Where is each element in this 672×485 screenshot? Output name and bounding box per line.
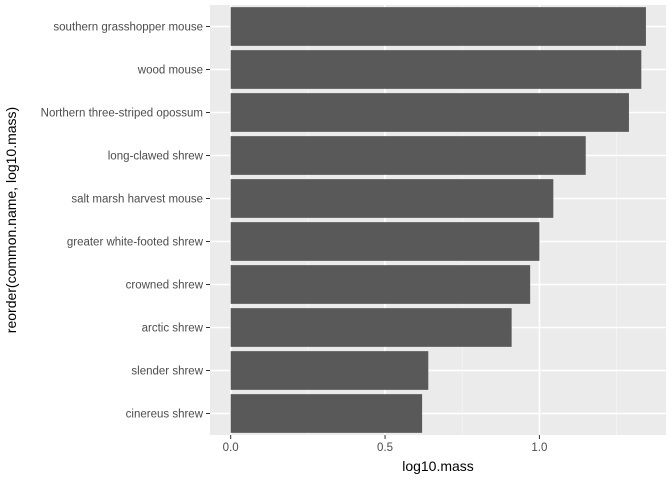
y-axis-ticks: southern grasshopper mouse wood mouse Nort… bbox=[41, 22, 210, 421]
y-axis-title: reorder(common.name, log10.mass) bbox=[3, 107, 19, 333]
bar bbox=[230, 179, 554, 218]
x-tick-label: 0.0 bbox=[223, 442, 239, 454]
bar bbox=[230, 7, 646, 46]
y-tick-label: long-clawed shrew bbox=[108, 151, 204, 163]
y-tick-label: crowned shrew bbox=[126, 280, 204, 292]
y-tick-label: cinereus shrew bbox=[126, 409, 204, 421]
bar bbox=[230, 222, 540, 261]
bar bbox=[230, 308, 512, 347]
y-tick-label: wood mouse bbox=[137, 65, 203, 77]
x-tick-label: 0.5 bbox=[377, 442, 393, 454]
x-tick-label: 1.0 bbox=[531, 442, 547, 454]
y-tick-label: arctic shrew bbox=[142, 323, 204, 335]
y-tick-label: Northern three-striped opossum bbox=[41, 108, 203, 120]
bar bbox=[230, 351, 429, 390]
y-tick-label: southern grasshopper mouse bbox=[53, 22, 203, 34]
bar bbox=[230, 394, 423, 433]
y-tick-label: salt marsh harvest mouse bbox=[71, 194, 203, 206]
bar bbox=[230, 93, 629, 132]
y-tick-label: greater white-footed shrew bbox=[67, 237, 204, 249]
bar bbox=[230, 50, 642, 89]
x-axis-title: log10.mass bbox=[402, 458, 474, 474]
y-tick-label: slender shrew bbox=[131, 366, 203, 378]
x-axis-ticks: 0.0 0.5 1.0 bbox=[223, 435, 547, 454]
bar bbox=[230, 265, 531, 304]
bar bbox=[230, 136, 586, 175]
bars bbox=[230, 7, 646, 433]
